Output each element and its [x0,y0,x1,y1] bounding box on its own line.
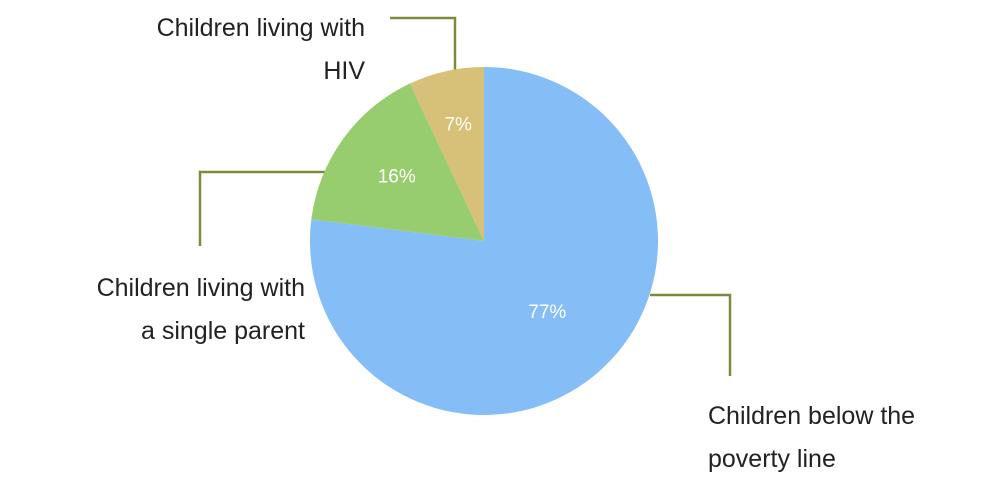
category-label-line: Children living with [97,274,305,302]
category-label-line: a single parent [141,317,305,345]
category-label-line: Children below the [708,402,915,430]
category-label: Children living with a single parent [97,274,305,345]
pie-slice [311,83,484,241]
pie-slice [409,67,484,241]
leader-line [198,170,335,246]
value-label: 77% [528,302,566,323]
category-label-line: Children living with [157,14,365,42]
leader-line [650,293,732,376]
value-label: 16% [378,167,416,188]
category-label: Children below the poverty line [708,402,915,473]
category-label-line: poverty line [708,445,836,473]
value-label: 7% [444,115,472,136]
category-label-line: HIV [323,57,365,85]
category-label: Children living with HIV [157,14,366,85]
